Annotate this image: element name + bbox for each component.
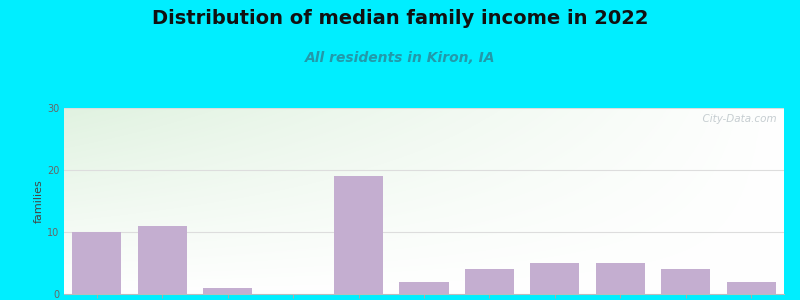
Bar	[465, 269, 514, 294]
Bar	[399, 282, 449, 294]
Bar	[334, 176, 383, 294]
Bar	[138, 226, 186, 294]
Text: All residents in Kiron, IA: All residents in Kiron, IA	[305, 51, 495, 65]
Bar	[530, 263, 579, 294]
Bar	[72, 232, 122, 294]
Bar	[662, 269, 710, 294]
Y-axis label: families: families	[34, 179, 44, 223]
Text: Distribution of median family income in 2022: Distribution of median family income in …	[152, 9, 648, 28]
Bar	[596, 263, 645, 294]
Bar	[726, 282, 776, 294]
Text: City-Data.com: City-Data.com	[696, 114, 777, 124]
Bar	[203, 288, 252, 294]
